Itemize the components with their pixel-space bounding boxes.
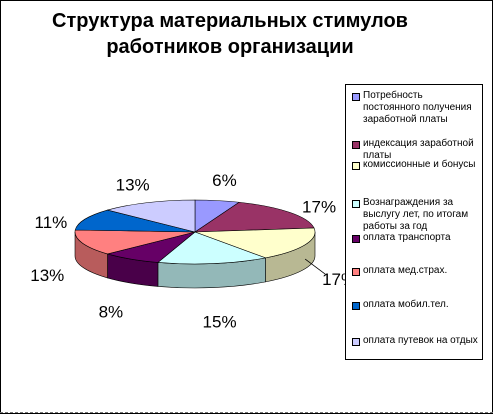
pie-slice-3 (157, 231, 267, 265)
legend-swatch-7 (352, 338, 360, 346)
legend-swatch-0 (352, 93, 360, 101)
legend: Потребность постоянного получения зарабо… (345, 84, 483, 360)
pie-label-1: 17% (302, 197, 336, 216)
legend-label-3: Вознаграждения за выслугу лет, по итогам… (363, 197, 469, 232)
legend-label-7: оплата путевок на отдых (363, 335, 478, 346)
pie-label-6: 11% (35, 213, 68, 232)
pie-sides (74, 231, 316, 289)
pie-label-4: 8% (99, 302, 124, 321)
chart-title: Структура материальных стимулов работник… (20, 8, 440, 60)
pie-slice-7 (106, 199, 196, 233)
legend-label-1: индексация заработной платы (363, 138, 474, 161)
legend-swatch-2 (352, 162, 360, 170)
legend-swatch-4 (352, 235, 360, 243)
pie-label-0: 6% (212, 171, 237, 190)
pie-value-labels: 6%17%17%15%8%13%11%13% (30, 171, 356, 332)
pie-slice-5 (74, 229, 196, 255)
legend-label-5: оплата мед.страх. (363, 265, 448, 276)
pie-leader-line-2 (304, 258, 326, 275)
legend-swatch-6 (352, 302, 360, 310)
legend-label-4: оплата транспорта (363, 232, 451, 243)
pie-slice-2 (194, 227, 316, 259)
pie-label-7: 13% (116, 175, 150, 194)
pie-label-5: 13% (30, 266, 64, 285)
pie-slice-1 (193, 201, 315, 233)
pie-slice-6 (74, 209, 196, 233)
legend-swatch-5 (352, 268, 360, 276)
pie-label-3: 15% (203, 313, 237, 332)
chart-title-line-1: Структура материальных стимулов (52, 10, 408, 32)
legend-label-2: комиссионные и бонусы (363, 159, 476, 170)
frame-bottom-edge (0, 412, 493, 413)
legend-label-6: оплата мобил.тел. (363, 299, 449, 310)
legend-swatch-3 (352, 200, 360, 208)
chart-title-line-2: работников организации (106, 36, 354, 58)
legend-swatch-1 (352, 141, 360, 149)
legend-label-0: Потребность постоянного получения зарабо… (363, 90, 472, 125)
pie-tops (74, 199, 316, 265)
